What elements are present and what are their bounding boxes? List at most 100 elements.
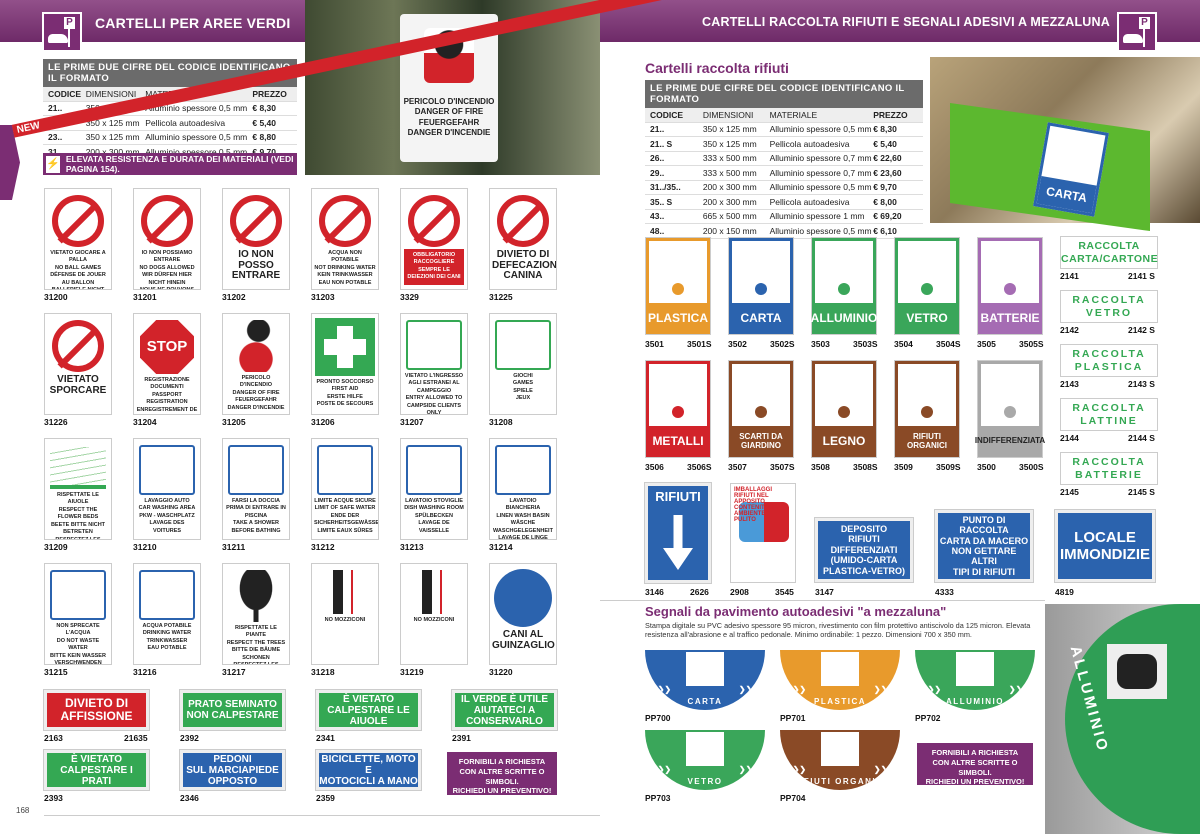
table-row: 26.. 333 x 500 mm Alluminio spessore 0,7 m… (645, 152, 923, 166)
sign-3146[interactable]: RIFIUTI (644, 482, 712, 584)
table-cell: Pellicola autoadesiva (769, 196, 850, 207)
floor-sign-PP701[interactable]: ❯❯❯ ❯❯❯ PLASTICA (780, 650, 900, 710)
sign-31206[interactable]: PRONTO SOCCORSO FIRST AID ERSTE HILFE PO… (311, 313, 379, 415)
floor-sign-PP700[interactable]: ❯❯❯ ❯❯❯ CARTA (645, 650, 765, 710)
rect-sign-2393[interactable]: È VIETATO CALPESTARE I PRATI (43, 749, 150, 791)
raccolta-sign[interactable]: RACCOLTA LATTINE (1060, 398, 1158, 431)
sign-text: IMBALLAGGI RIFIUTI NEL APPOSITO CONTENIT… (734, 487, 778, 523)
sign-31207[interactable]: VIETATO L'INGRESSO AGLI ESTRANEI AL CAMP… (400, 313, 468, 415)
camping-games-icon (495, 320, 551, 370)
sign-31209[interactable]: RISPETTATE LE AIUOLE RESPECT THE FLOWER … (44, 438, 112, 540)
sign-4333[interactable]: PUNTO DI RACCOLTA CARTA DA MACERO NON GE… (934, 509, 1034, 583)
sign-31212[interactable]: LIMITE ACQUE SICURE LIMIT OF SAFE WATER … (311, 438, 379, 540)
waste-sign-batterie[interactable]: BATTERIE (977, 237, 1043, 335)
waste-sign-vetro[interactable]: VETRO (894, 237, 960, 335)
waste-sign-metalli[interactable]: METALLI (645, 360, 711, 458)
sign-code: PP704 (780, 793, 806, 803)
sign-text: NON SPRECATE L'ACQUA DO NOT WASTE WATER … (50, 623, 106, 665)
sign-code: PP703 (645, 793, 671, 803)
sign-31215[interactable]: NON SPRECATE L'ACQUA DO NOT WASTE WATER … (44, 563, 112, 665)
sign-code: 31213 (400, 542, 424, 552)
sign-text: FARSI LA DOCCIA PRIMA DI ENTRARE IN PISC… (226, 498, 286, 534)
waste-sign-rifiuti-organici[interactable]: RIFIUTI ORGANICI (894, 360, 960, 458)
sign-code: 31206 (311, 417, 335, 427)
waste-sign-carta[interactable]: CARTA (728, 237, 794, 335)
rect-sign-2341[interactable]: È VIETATO CALPESTARE LE AIUOLE (315, 689, 422, 731)
rect-sign-2359[interactable]: BICICLETTE, MOTO E MOTOCICLI A MANO (315, 749, 422, 791)
sign-31205[interactable]: PERICOLO D'INCENDIO DANGER OF FIRE FEUER… (222, 313, 290, 415)
sign-31213[interactable]: LAVATOIO STOVIGLIE DISH WASHING ROOM SPÜ… (400, 438, 468, 540)
rect-sign-2346[interactable]: PEDONI SUL MARCIAPIEDE OPPOSTO (179, 749, 286, 791)
notice-text: ELEVATA RESISTENZA E DURATA DEI MATERIAL… (65, 154, 294, 174)
raccolta-sign[interactable]: RACCOLTA VETRO (1060, 290, 1158, 323)
sign-text: NO MOZZICONI (413, 617, 455, 623)
sign-31204[interactable]: STOP REGISTRAZIONE DOCUMENTI PASSPORT REG… (133, 313, 201, 415)
rect-sign-2391[interactable]: IL VERDE È UTILE AIUTATECI A CONSERVARLO (451, 689, 558, 731)
sign-31202[interactable]: IO NON POSSO ENTRARE (222, 188, 290, 290)
blue-pictogram-icon (406, 445, 462, 495)
blue-pictogram-icon (50, 570, 106, 620)
waste-sign-alluminio[interactable]: ALLUMINIO (811, 237, 877, 335)
waste-sign-legno[interactable]: LEGNO (811, 360, 877, 458)
table-cell: Alluminio spessore 0,7 mm (769, 153, 872, 164)
table-row: 21.. S 350 x 125 mm Pellicola autoadesiva €… (645, 137, 923, 152)
waste-pictogram (646, 361, 710, 427)
sign-31201[interactable]: IO NON POSSIAMO ENTRARE NO DOGS ALLOWED … (133, 188, 201, 290)
sign-4819[interactable]: LOCALE IMMONDIZIE (1054, 509, 1156, 583)
sign-31200[interactable]: VIETATO GIOCARE A PALLA NO BALL GAMES DÉ… (44, 188, 112, 290)
waste-sign-indifferenziata[interactable]: INDIFFERENZIATA (975, 360, 1045, 458)
sign-code: 31210 (133, 542, 157, 552)
sign-31217[interactable]: RISPETTATE LE PIANTE RESPECT THE TREES B… (222, 563, 290, 665)
chevrons-icon: ❯❯❯ (651, 765, 672, 774)
floor-sign-PP702[interactable]: ❯❯❯ ❯❯❯ ALLUMINIO (915, 650, 1035, 710)
table-cell: € 5,40 (873, 138, 897, 149)
table-row: 29.. 333 x 500 mm Alluminio spessore 0,7 m… (645, 166, 923, 181)
sign-code: 31202 (222, 292, 246, 302)
sign-code-alt: 3507S (770, 462, 795, 472)
sign-31208[interactable]: GIOCHI GAMES SPIELE JEUX (489, 313, 557, 415)
sign-31218[interactable]: NO MOZZICONI (311, 563, 379, 665)
waste-label: ALLUMINIO (811, 303, 877, 334)
sign-31214[interactable]: LAVATOIO BIANCHERIA LINEN WASH BASIN WÄS… (489, 438, 557, 540)
raccolta-sign[interactable]: RACCOLTA CARTA/CARTONE (1060, 236, 1158, 269)
sign-code: 2392 (180, 733, 199, 743)
sign-31216[interactable]: ACQUA POTABILE DRINKING WATER TRINKWASSE… (133, 563, 201, 665)
sign-code: 2359 (316, 793, 335, 803)
sign-3329[interactable]: OBBLIGATORIO RACCOGLIERE SEMPRE LE DEIEZ… (400, 188, 468, 290)
waste-pictogram (978, 361, 1042, 427)
sign-3147[interactable]: DEPOSITO RIFIUTI DIFFERENZIATI (UMIDO-CA… (814, 517, 914, 583)
waste-label: RIFIUTI ORGANICI (895, 426, 959, 457)
photo-sign-line: DANGER D'INCENDIE (407, 128, 491, 138)
sign-code: 2141 (1060, 271, 1079, 281)
sign-31211[interactable]: FARSI LA DOCCIA PRIMA DI ENTRARE IN PISC… (222, 438, 290, 540)
sign-31225[interactable]: DIVIETO DI DEFECAZIONE CANINA (489, 188, 557, 290)
floor-sign-label: RIFIUTI ORGANICI (792, 777, 888, 786)
waste-pictogram (895, 238, 959, 304)
sign-code-alt: 21635 (124, 733, 148, 743)
raccolta-sign[interactable]: RACCOLTA BATTERIE (1060, 452, 1158, 485)
left-page-title: CARTELLI PER AREE VERDI (95, 15, 291, 31)
sign-code: 31203 (311, 292, 335, 302)
table-cell: Alluminio spessore 0,5 mm (769, 124, 872, 135)
waste-sign-plastica[interactable]: PLASTICA (645, 237, 711, 335)
sign-31210[interactable]: LAVAGGIO AUTO CAR WASHING AREA PKW - WAS… (133, 438, 201, 540)
sign-text: LIMITE ACQUE SICURE LIMIT OF SAFE WATER … (314, 498, 379, 534)
sign-text: VIETATO L'INGRESSO AGLI ESTRANEI AL CAMP… (404, 373, 464, 415)
sign-31219[interactable]: NO MOZZICONI (400, 563, 468, 665)
sign-code-alt: 3545 (775, 587, 794, 597)
waste-sign-scarti-da-giardino[interactable]: SCARTI DA GIARDINO (728, 360, 794, 458)
sign-31226[interactable]: VIETATO SPORCARE (44, 313, 112, 415)
sign-31220[interactable]: CANI AL GUINZAGLIO (489, 563, 557, 665)
sign-code: 31215 (44, 667, 68, 677)
sign-code: 31225 (489, 292, 513, 302)
raccolta-sign[interactable]: RACCOLTA PLASTICA (1060, 344, 1158, 377)
rect-sign-2392[interactable]: PRATO SEMINATO NON CALPESTARE (179, 689, 286, 731)
sign-31203[interactable]: ACQUA NON POTABILE NOT DRINKING WATER KE… (311, 188, 379, 290)
sign-code-alt: 3503S (853, 339, 878, 349)
floor-sign-PP704[interactable]: ❯❯❯ ❯❯❯ RIFIUTI ORGANICI (780, 730, 900, 790)
floor-sign-PP703[interactable]: ❯❯❯ ❯❯❯ VETRO (645, 730, 765, 790)
sign-text: RISPETTATE LE PIANTE RESPECT THE TREES B… (226, 625, 286, 664)
rect-sign-2163[interactable]: DIVIETO DI AFFISSIONE (43, 689, 150, 731)
sign-2908[interactable]: IMBALLAGGI RIFIUTI NEL APPOSITO CONTENIT… (730, 483, 796, 583)
sign-code: 3506 (645, 462, 664, 472)
